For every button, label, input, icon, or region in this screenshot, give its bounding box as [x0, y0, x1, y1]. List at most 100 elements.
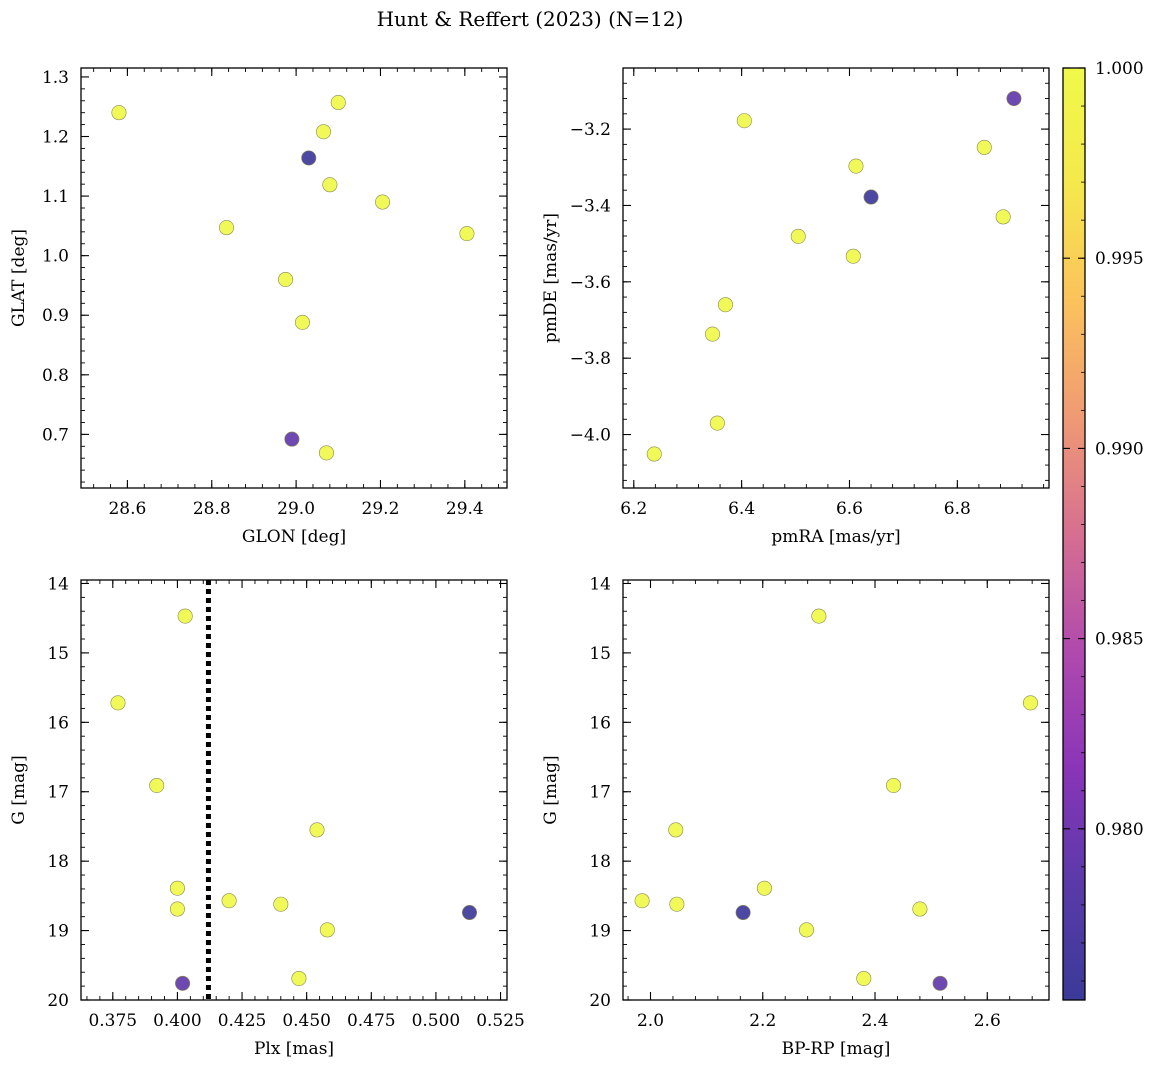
plx-g-ylabel: G [mag]: [9, 755, 29, 824]
glon-glat-ytick-label: 0.7: [42, 425, 69, 445]
pmra-pmde-point: [863, 189, 879, 205]
pmra-pmde-point: [646, 446, 662, 462]
bprp-g-ytick-label: 20: [589, 991, 611, 1011]
pmra-pmde-xlabel: pmRA [mas/yr]: [771, 527, 900, 547]
bprp-g-point: [668, 822, 684, 838]
plx-g-point: [273, 896, 289, 912]
glon-glat-point: [284, 431, 300, 447]
plx-g-ytick-label: 17: [47, 783, 69, 803]
glon-glat-point: [294, 314, 310, 330]
plx-g-xlabel: Plx [mas]: [254, 1039, 334, 1059]
plx-g-ytick-label: 14: [47, 574, 69, 594]
glon-glat-xtick-label: 29.4: [446, 499, 484, 519]
glon-glat-point: [111, 105, 127, 121]
bprp-g-axes-frame: [622, 579, 1050, 1001]
plx-g-ytick-label: 16: [47, 713, 69, 733]
panel-glon-glat: 28.6 28.8 29.0 29.2 29.4 0.7 0.8 0.9 1.0 1.1 1.2 1.…: [9, 67, 508, 547]
bprp-g-point: [1022, 695, 1038, 711]
pmra-pmde-xtick-label: 6.8: [944, 499, 971, 519]
bprp-g-point: [856, 970, 872, 986]
pmra-pmde-point: [717, 297, 733, 313]
plx-g-point: [169, 880, 185, 896]
pmra-pmde-axes-frame: [622, 67, 1050, 489]
plx-g-point: [149, 777, 165, 793]
plx-g-xtick-label: 0.500: [412, 1011, 461, 1031]
glon-glat-point: [322, 177, 338, 193]
glon-glat-point: [459, 226, 475, 242]
pmra-pmde-ytick-label: −4.0: [570, 426, 611, 446]
plx-g-point: [221, 893, 237, 909]
glon-glat-point: [301, 150, 317, 166]
panel-bprp-g: 2.0 2.2 2.4 2.6 14 15 16 17 18 19 20 BP-RP [mag] G […: [541, 574, 1050, 1059]
glon-glat-point: [375, 194, 391, 210]
colorbar: 1.000 0.995 0.990 0.985 0.980: [1062, 59, 1144, 1001]
plx-g-ytick-label: 18: [47, 852, 69, 872]
pmra-pmde-ytick-label: −3.6: [570, 273, 611, 293]
glon-glat-xtick-label: 28.8: [193, 499, 231, 519]
colorbar-tick-label: 0.985: [1095, 630, 1144, 650]
bprp-g-ytick-label: 18: [589, 852, 611, 872]
pmra-pmde-point: [705, 326, 721, 342]
glon-glat-xtick-label: 29.0: [277, 499, 315, 519]
bprp-g-xtick-label: 2.4: [861, 1011, 888, 1031]
pmra-pmde-ylabel: pmDE [mas/yr]: [541, 213, 561, 343]
pmra-pmde-point: [709, 415, 725, 431]
glon-glat-point: [316, 124, 332, 140]
pmra-pmde-point: [995, 209, 1011, 225]
bprp-g-point: [799, 922, 815, 938]
pmra-pmde-xtick-label: 6.4: [728, 499, 755, 519]
plx-g-xtick-label: 0.525: [476, 1011, 525, 1031]
colorbar-tick-label: 0.990: [1095, 439, 1144, 459]
plx-g-xtick-label: 0.425: [218, 1011, 267, 1031]
glon-glat-xtick-label: 29.2: [362, 499, 400, 519]
plx-g-ytick-label: 20: [47, 991, 69, 1011]
pmra-pmde-xtick-label: 6.6: [836, 499, 863, 519]
bprp-g-point: [886, 777, 902, 793]
glon-glat-xlabel: GLON [deg]: [242, 527, 346, 547]
bprp-g-point: [912, 901, 928, 917]
plx-g-point: [110, 695, 126, 711]
glon-glat-ytick-label: 1.1: [42, 187, 69, 207]
bprp-g-ytick-label: 15: [589, 644, 611, 664]
plx-g-axes-frame: [80, 579, 508, 1001]
plx-g-xtick-label: 0.400: [153, 1011, 202, 1031]
glon-glat-ytick-label: 0.9: [42, 306, 69, 326]
colorbar-tick-label: 0.980: [1095, 820, 1144, 840]
plx-g-point: [462, 905, 478, 921]
figure-title: Hunt & Reffert (2023) (N=12): [377, 7, 684, 31]
plx-g-point: [177, 608, 193, 624]
bprp-g-xlabel: BP-RP [mag]: [782, 1039, 891, 1059]
glon-glat-point: [330, 95, 346, 111]
pmra-pmde-point: [1006, 91, 1022, 107]
pmra-pmde-xtick-label: 6.2: [620, 499, 647, 519]
plx-g-point: [309, 822, 325, 838]
glon-glat-ytick-label: 0.8: [42, 366, 69, 386]
bprp-g-xtick-label: 2.2: [749, 1011, 776, 1031]
pmra-pmde-ytick-label: −3.2: [570, 120, 611, 140]
pmra-pmde-point: [848, 158, 864, 174]
glon-glat-point: [318, 445, 334, 461]
plx-g-point: [291, 970, 307, 986]
bprp-g-ytick-label: 19: [589, 922, 611, 942]
bprp-g-ytick-label: 16: [589, 713, 611, 733]
glon-glat-axes-frame: [80, 67, 508, 489]
panel-pmra-pmde: 6.2 6.4 6.6 6.8 −4.0 −3.8 −3.6 −3.4 −3.2 pmRA [ma…: [541, 67, 1050, 547]
plx-g-xtick-label: 0.475: [347, 1011, 396, 1031]
bprp-g-xtick-label: 2.6: [974, 1011, 1001, 1031]
pmra-pmde-point: [736, 113, 752, 129]
glon-glat-ytick-label: 1.3: [42, 68, 69, 88]
plx-g-ytick-label: 19: [47, 922, 69, 942]
colorbar-tick-label: 1.000: [1095, 59, 1144, 79]
bprp-g-ytick-label: 14: [589, 574, 611, 594]
plx-g-point: [175, 975, 191, 991]
plx-g-xtick-label: 0.375: [88, 1011, 137, 1031]
bprp-g-point: [932, 975, 948, 991]
pmra-pmde-ytick-label: −3.4: [570, 196, 611, 216]
pmra-pmde-point: [790, 228, 806, 244]
glon-glat-point: [219, 220, 235, 236]
pmra-pmde-point: [976, 139, 992, 155]
glon-glat-xtick-label: 28.6: [108, 499, 146, 519]
plx-g-point: [169, 901, 185, 917]
plx-g-point: [319, 922, 335, 938]
